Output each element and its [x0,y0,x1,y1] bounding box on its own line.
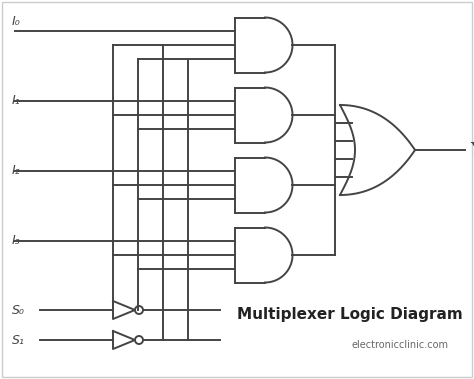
Text: electronicclinic.com: electronicclinic.com [352,340,448,350]
Text: I₁: I₁ [12,94,21,106]
Text: S₁: S₁ [12,334,25,346]
Text: S₀: S₀ [12,304,25,316]
Text: I₀: I₀ [12,15,21,28]
Text: Multiplexer Logic Diagram: Multiplexer Logic Diagram [237,307,463,323]
Text: Y: Y [470,141,474,158]
Text: I₂: I₂ [12,163,21,177]
Text: I₃: I₃ [12,233,21,246]
